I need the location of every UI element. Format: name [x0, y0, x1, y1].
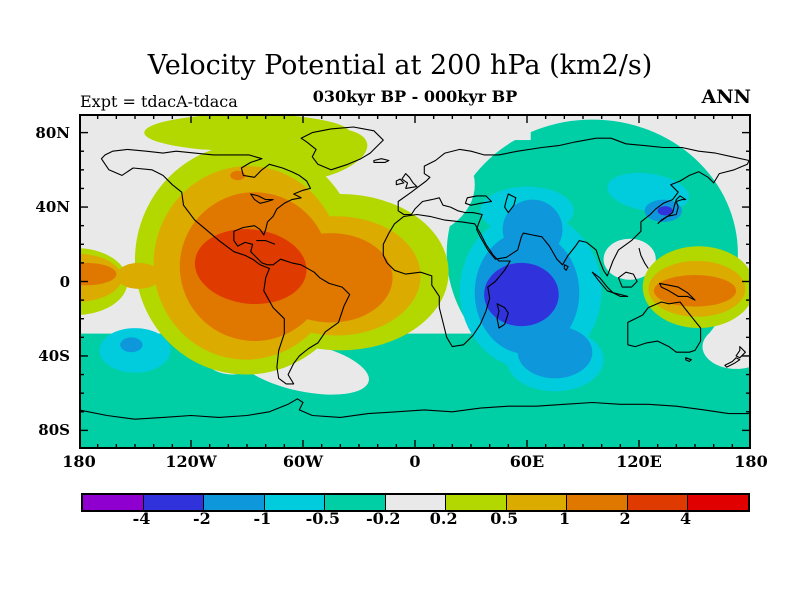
- y-tick-label: 40N: [35, 198, 70, 217]
- y-tick-label: 80N: [35, 123, 70, 142]
- coastline-japan: [657, 195, 687, 225]
- x-tick-label: 120E: [616, 452, 662, 471]
- x-tick-label: 180: [62, 452, 96, 471]
- experiment-label: Expt = tdacA-tdaca: [80, 92, 238, 111]
- contour-map-svg: [79, 114, 751, 449]
- colorbar-segment: [446, 495, 507, 510]
- coastline-greenland: [300, 126, 384, 171]
- coastline-eurasia: [397, 137, 750, 277]
- colorbar-segment: [143, 495, 205, 510]
- colorbar-boundary-label: -0.5: [305, 509, 341, 528]
- y-tick-label: 0: [59, 272, 70, 291]
- coastline-ireland: [395, 178, 405, 186]
- colorbar-boundary-label: 4: [679, 509, 692, 528]
- plot-border: [79, 114, 751, 449]
- colorbar-boundary-label: 1: [559, 509, 571, 528]
- colorbar-boundary-label: 2: [619, 509, 631, 528]
- contour-field: [79, 114, 751, 449]
- colorbar-boundary-label: -0.2: [366, 509, 401, 528]
- field-region: [653, 275, 737, 307]
- coastline-new-zealand-north: [735, 346, 746, 359]
- field-region: [657, 206, 673, 216]
- coastline-iceland: [373, 158, 390, 163]
- y-tick-label: 40S: [38, 346, 70, 365]
- coastline-africa: [382, 213, 511, 348]
- coastline-tasmania: [685, 357, 692, 363]
- x-tick-label: 0: [409, 452, 421, 471]
- field-region: [724, 114, 751, 144]
- field-region: [484, 262, 559, 327]
- map-plot-area: [79, 114, 751, 449]
- y-tick-label: 80S: [38, 421, 70, 440]
- season-label: ANN: [701, 86, 751, 108]
- colorbar-segment: [506, 495, 568, 510]
- coastline-americas: [100, 148, 351, 385]
- field-region: [120, 337, 143, 353]
- colorbar-segment: [567, 495, 628, 510]
- x-tick-label: 120W: [165, 452, 217, 471]
- coastline-borneo: [617, 271, 638, 288]
- colorbar-segment: [204, 495, 265, 510]
- page-title: Velocity Potential at 200 hPa (km2/s): [147, 50, 653, 81]
- field-region: [603, 238, 656, 280]
- field-region: [79, 262, 117, 286]
- coastline-new-zealand-south: [724, 357, 741, 368]
- coastline-madagascar: [496, 303, 509, 329]
- field-region: [257, 128, 368, 182]
- colorbar: [81, 493, 750, 512]
- x-tick-label: 60W: [282, 452, 324, 471]
- field-region: [517, 326, 593, 379]
- colorbar-segment: [627, 495, 689, 510]
- field-region: [230, 170, 246, 181]
- x-tick-label: 180: [734, 452, 768, 471]
- coastline-antarctica: [79, 398, 751, 420]
- field-region: [349, 114, 531, 141]
- coastline-cuba: [256, 240, 276, 245]
- colorbar-boundary-label: -2: [193, 509, 211, 528]
- coastline-philippines: [638, 247, 649, 269]
- coastline-uk: [401, 173, 418, 189]
- colorbar-boundary-label: 0.2: [429, 509, 458, 528]
- coastline-caspian-sea: [504, 193, 517, 214]
- subtitle-time-range: 030kyr BP - 000kyr BP: [312, 87, 518, 106]
- coastline-great-lakes: [250, 193, 274, 204]
- colorbar-boundary-label: -4: [132, 509, 151, 528]
- coastlines: [79, 126, 751, 420]
- coastline-new-guinea: [658, 282, 696, 301]
- colorbar-segment: [325, 495, 386, 510]
- colorbar-boundary-label: -1: [253, 509, 272, 528]
- x-tick-label: 60E: [509, 452, 545, 471]
- coastline-java: [612, 292, 629, 297]
- colorbar-boundary-label: 0.5: [490, 509, 519, 528]
- colorbar-segment: [264, 495, 326, 510]
- coastline-sri-lanka: [563, 264, 569, 271]
- colorbar-segment: [688, 495, 749, 510]
- field-region: [194, 229, 307, 305]
- colorbar-segment: [385, 495, 447, 510]
- field-region: [116, 262, 162, 289]
- coastline-black-sea: [464, 195, 493, 206]
- colorbar-segment: [83, 495, 144, 510]
- coastline-australia: [627, 301, 702, 353]
